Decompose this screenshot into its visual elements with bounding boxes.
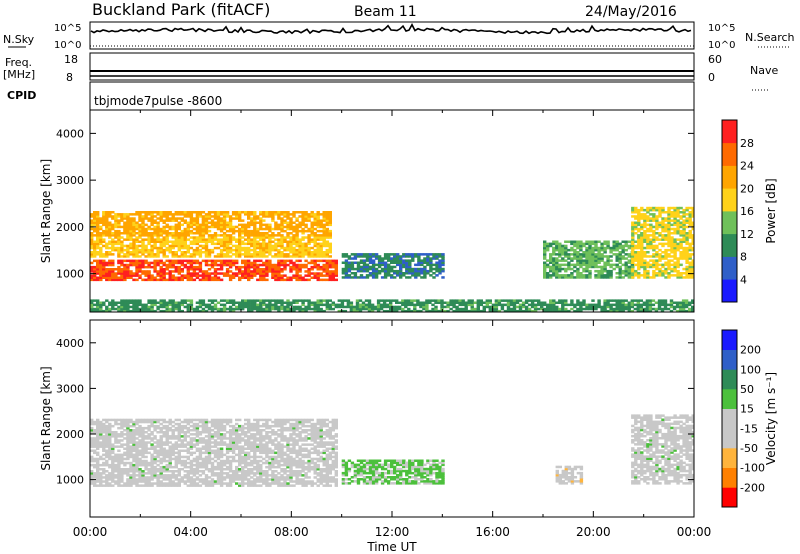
y-tick-label: 4000 xyxy=(56,127,84,140)
time-tick-label: 04:00 xyxy=(173,525,208,539)
echo-region xyxy=(631,414,694,485)
nsearch-tick-high: 10^5 xyxy=(708,23,735,34)
nave-tick-low: 0 xyxy=(708,71,715,84)
velocity-colorbar: -200 -100 -50 -15 15 50 100 200 Velocity [m s⁻¹] xyxy=(721,329,778,508)
colorbar-tick-label: 28 xyxy=(740,137,754,150)
freq-tick-low: 8 xyxy=(66,71,73,84)
colorbar-swatch xyxy=(722,349,737,370)
velocity-echo-layer xyxy=(90,414,694,487)
colorbar-tick-label: -50 xyxy=(740,442,758,455)
echo-region xyxy=(90,259,338,282)
y-tick-label: 4000 xyxy=(56,337,84,350)
colorbar-swatch xyxy=(722,330,737,350)
colorbar-swatch xyxy=(722,142,737,166)
time-tick-label: 00:00 xyxy=(677,525,712,539)
velocity-plot-frame xyxy=(89,319,695,518)
colorbar-tick-label: -100 xyxy=(740,462,765,475)
colorbar-label: Power [dB] xyxy=(764,178,778,243)
colorbar-swatch xyxy=(722,408,737,429)
beam-label: Beam 11 xyxy=(354,4,417,20)
cpid-label: CPID xyxy=(7,89,36,102)
freq-tick-high: 18 xyxy=(64,53,78,66)
freq-panel xyxy=(89,52,695,81)
colorbar-tick-label: 20 xyxy=(740,182,754,195)
time-tick-label: 16:00 xyxy=(475,525,510,539)
nsky-label: N.Sky xyxy=(3,33,35,46)
colorbar-swatch xyxy=(722,279,737,303)
time-axis: 00:00 04:00 08:00 12:00 16:00 20:00 00:00 xyxy=(73,525,712,539)
date-label: 24/May/2016 xyxy=(585,4,677,20)
echo-region xyxy=(90,211,332,237)
time-axis-label: Time UT xyxy=(366,540,417,554)
y-tick-label: 3000 xyxy=(56,174,84,187)
colorbar-swatch xyxy=(722,233,737,257)
echo-region xyxy=(90,418,338,487)
nsky-tick-high: 10^5 xyxy=(54,23,81,34)
colorbar-swatch xyxy=(722,256,737,280)
time-tick-label: 08:00 xyxy=(274,525,309,539)
colorbar-swatch xyxy=(722,369,737,390)
colorbar-tick-label: 100 xyxy=(740,363,761,376)
colorbar-frame xyxy=(721,329,738,508)
colorbar-tick-label: -15 xyxy=(740,422,758,435)
cpid-value: tbjmode7pulse -8600 xyxy=(94,94,222,108)
colorbar-tick-label: 4 xyxy=(740,273,747,286)
figure-title: Buckland Park (fitACF) xyxy=(92,0,270,19)
noise-sky-line xyxy=(90,22,692,35)
nsky-tick-low: 10^0 xyxy=(54,40,81,51)
y-tick-label: 1000 xyxy=(56,268,84,281)
y-tick-label: 1000 xyxy=(56,474,84,487)
colorbar-tick-label: 8 xyxy=(740,251,747,264)
colorbar-frame xyxy=(721,119,738,303)
nsearch-label: N.Search xyxy=(745,31,795,44)
time-tick-label: 00:00 xyxy=(73,525,108,539)
echo-region xyxy=(90,236,332,258)
colorbar-swatch xyxy=(722,165,737,189)
colorbar-swatch xyxy=(722,211,737,235)
colorbar-swatch xyxy=(722,448,737,468)
y-tick-label: 2000 xyxy=(56,428,84,441)
power-axes: 1000 2000 3000 4000 Slant Range [km] xyxy=(39,110,695,312)
colorbar-swatch xyxy=(722,120,737,144)
time-tick-label: 12:00 xyxy=(375,525,410,539)
power-colorbar: 4 8 12 16 20 24 28 Power [dB] xyxy=(721,119,778,303)
colorbar-swatch xyxy=(722,467,737,488)
echo-region xyxy=(90,299,694,312)
colorbar-tick-label: 200 xyxy=(740,344,761,357)
colorbar-tick-label: -200 xyxy=(740,481,765,494)
nave-label: Nave xyxy=(750,64,778,77)
colorbar-tick-label: 15 xyxy=(740,403,754,416)
echo-region xyxy=(543,240,634,279)
power-echo-layer xyxy=(90,206,694,312)
noise-panel xyxy=(89,21,695,50)
colorbar-label: Velocity [m s⁻¹] xyxy=(764,372,778,465)
freq-label-line1: Freq. xyxy=(5,56,32,69)
echo-region xyxy=(631,206,694,279)
y-tick-label: 2000 xyxy=(56,221,84,234)
nsearch-tick-low: 10^0 xyxy=(708,40,735,51)
nave-tick-high: 60 xyxy=(708,53,722,66)
y-axis-label: Slant Range [km] xyxy=(39,159,53,263)
colorbar-swatch xyxy=(722,487,737,508)
velocity-axes: 1000 2000 3000 4000 Slant Range [km] xyxy=(39,320,695,517)
colorbar-swatch xyxy=(722,389,737,409)
y-axis-label: Slant Range [km] xyxy=(39,366,53,470)
echo-region xyxy=(341,253,445,279)
colorbar-swatch xyxy=(722,188,737,212)
time-tick-label: 20:00 xyxy=(576,525,611,539)
echo-region xyxy=(555,465,584,485)
colorbar-tick-label: 50 xyxy=(740,383,754,396)
colorbar-swatch xyxy=(722,428,737,449)
y-tick-label: 3000 xyxy=(56,382,84,395)
colorbar-tick-label: 12 xyxy=(740,228,754,241)
freq-label-line2: [MHz] xyxy=(3,68,35,81)
echo-region xyxy=(341,459,445,485)
colorbar-tick-label: 24 xyxy=(740,160,754,173)
colorbar-tick-label: 16 xyxy=(740,205,754,218)
